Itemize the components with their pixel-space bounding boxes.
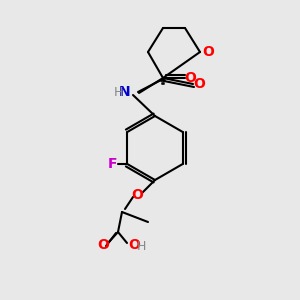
Text: H: H [136, 239, 146, 253]
Text: N: N [119, 85, 131, 99]
Text: F: F [107, 157, 117, 171]
Text: O: O [184, 71, 196, 85]
Text: O: O [193, 77, 205, 91]
Text: H: H [113, 85, 123, 98]
Text: O: O [128, 238, 140, 252]
Text: O: O [131, 188, 143, 202]
Text: O: O [202, 45, 214, 59]
Text: O: O [97, 238, 109, 252]
